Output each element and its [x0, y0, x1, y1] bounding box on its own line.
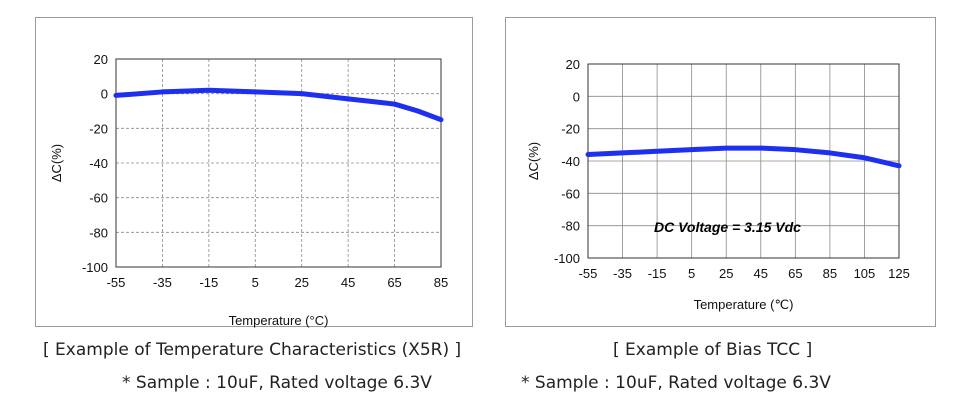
y-tick-label: 20 — [566, 57, 580, 72]
sample-note-left: * Sample : 10uF, Rated voltage 6.3V — [122, 373, 432, 393]
x-tick-label: 45 — [754, 266, 768, 281]
x-tick-label: -55 — [579, 266, 598, 281]
x-tick-label: 125 — [888, 266, 910, 281]
data-series-line — [113, 87, 444, 123]
temperature-characteristics-chart: -55 -35 -15 5 25 45 65 85 20 0 -20 -40 -60 -80 -100 Tem… — [49, 52, 448, 328]
bias-tcc-chart: -55 -35 -15 5 25 45 65 85 105 125 20 0 -20 -40 -60 -80 -… — [526, 57, 910, 312]
x-axis-label: Temperature (°C) — [229, 313, 329, 328]
y-axis-label: ΔC(%) — [49, 144, 64, 182]
caption-bias-tcc: [ Example of Bias TCC ] — [613, 340, 813, 360]
y-tick-label: -80 — [561, 219, 580, 234]
y-tick-label: -40 — [561, 154, 580, 169]
x-tick-label: -55 — [107, 275, 126, 290]
data-series-line — [585, 145, 902, 169]
y-tick-label: -60 — [561, 186, 580, 201]
dc-voltage-annotation: DC Voltage = 3.15 Vdc — [654, 219, 801, 235]
plot-area-frame — [115, 58, 442, 268]
plot-area-frame — [587, 63, 900, 259]
x-tick-label: 85 — [823, 266, 837, 281]
caption-temperature-characteristics: [ Example of Temperature Characteristics… — [43, 340, 462, 360]
x-tick-label: 5 — [252, 275, 259, 290]
y-tick-label: -80 — [89, 225, 108, 240]
x-tick-label: 85 — [434, 275, 448, 290]
y-tick-label: -40 — [89, 156, 108, 171]
y-tick-label: -60 — [89, 191, 108, 206]
x-tick-label: 65 — [788, 266, 802, 281]
x-tick-label: 105 — [854, 266, 876, 281]
y-tick-label: -100 — [554, 251, 580, 266]
x-tick-label: -35 — [153, 275, 172, 290]
x-tick-label: 5 — [688, 266, 695, 281]
x-tick-label: -15 — [648, 266, 667, 281]
y-tick-label: -20 — [561, 122, 580, 137]
x-tick-label: 25 — [719, 266, 733, 281]
y-tick-label: 0 — [573, 89, 580, 104]
chart-panel-bias-tcc: -55 -35 -15 5 25 45 65 85 105 125 20 0 -20 -40 -60 -80 -… — [505, 17, 936, 327]
y-tick-label: 20 — [94, 52, 108, 67]
x-tick-label: -15 — [199, 275, 218, 290]
x-tick-label: 25 — [294, 275, 308, 290]
y-tick-label: -20 — [89, 121, 108, 136]
x-tick-label: -35 — [613, 266, 632, 281]
sample-note-right: * Sample : 10uF, Rated voltage 6.3V — [521, 373, 831, 393]
x-tick-label: 65 — [387, 275, 401, 290]
y-tick-label: 0 — [101, 87, 108, 102]
x-axis-label: Temperature (℃) — [694, 297, 794, 312]
y-tick-label: -100 — [82, 260, 108, 275]
x-tick-label: 45 — [341, 275, 355, 290]
y-axis-label: ΔC(%) — [526, 142, 541, 180]
chart-panel-temperature-characteristics: -55 -35 -15 5 25 45 65 85 20 0 -20 -40 -60 -80 -100 Tem… — [35, 17, 473, 328]
